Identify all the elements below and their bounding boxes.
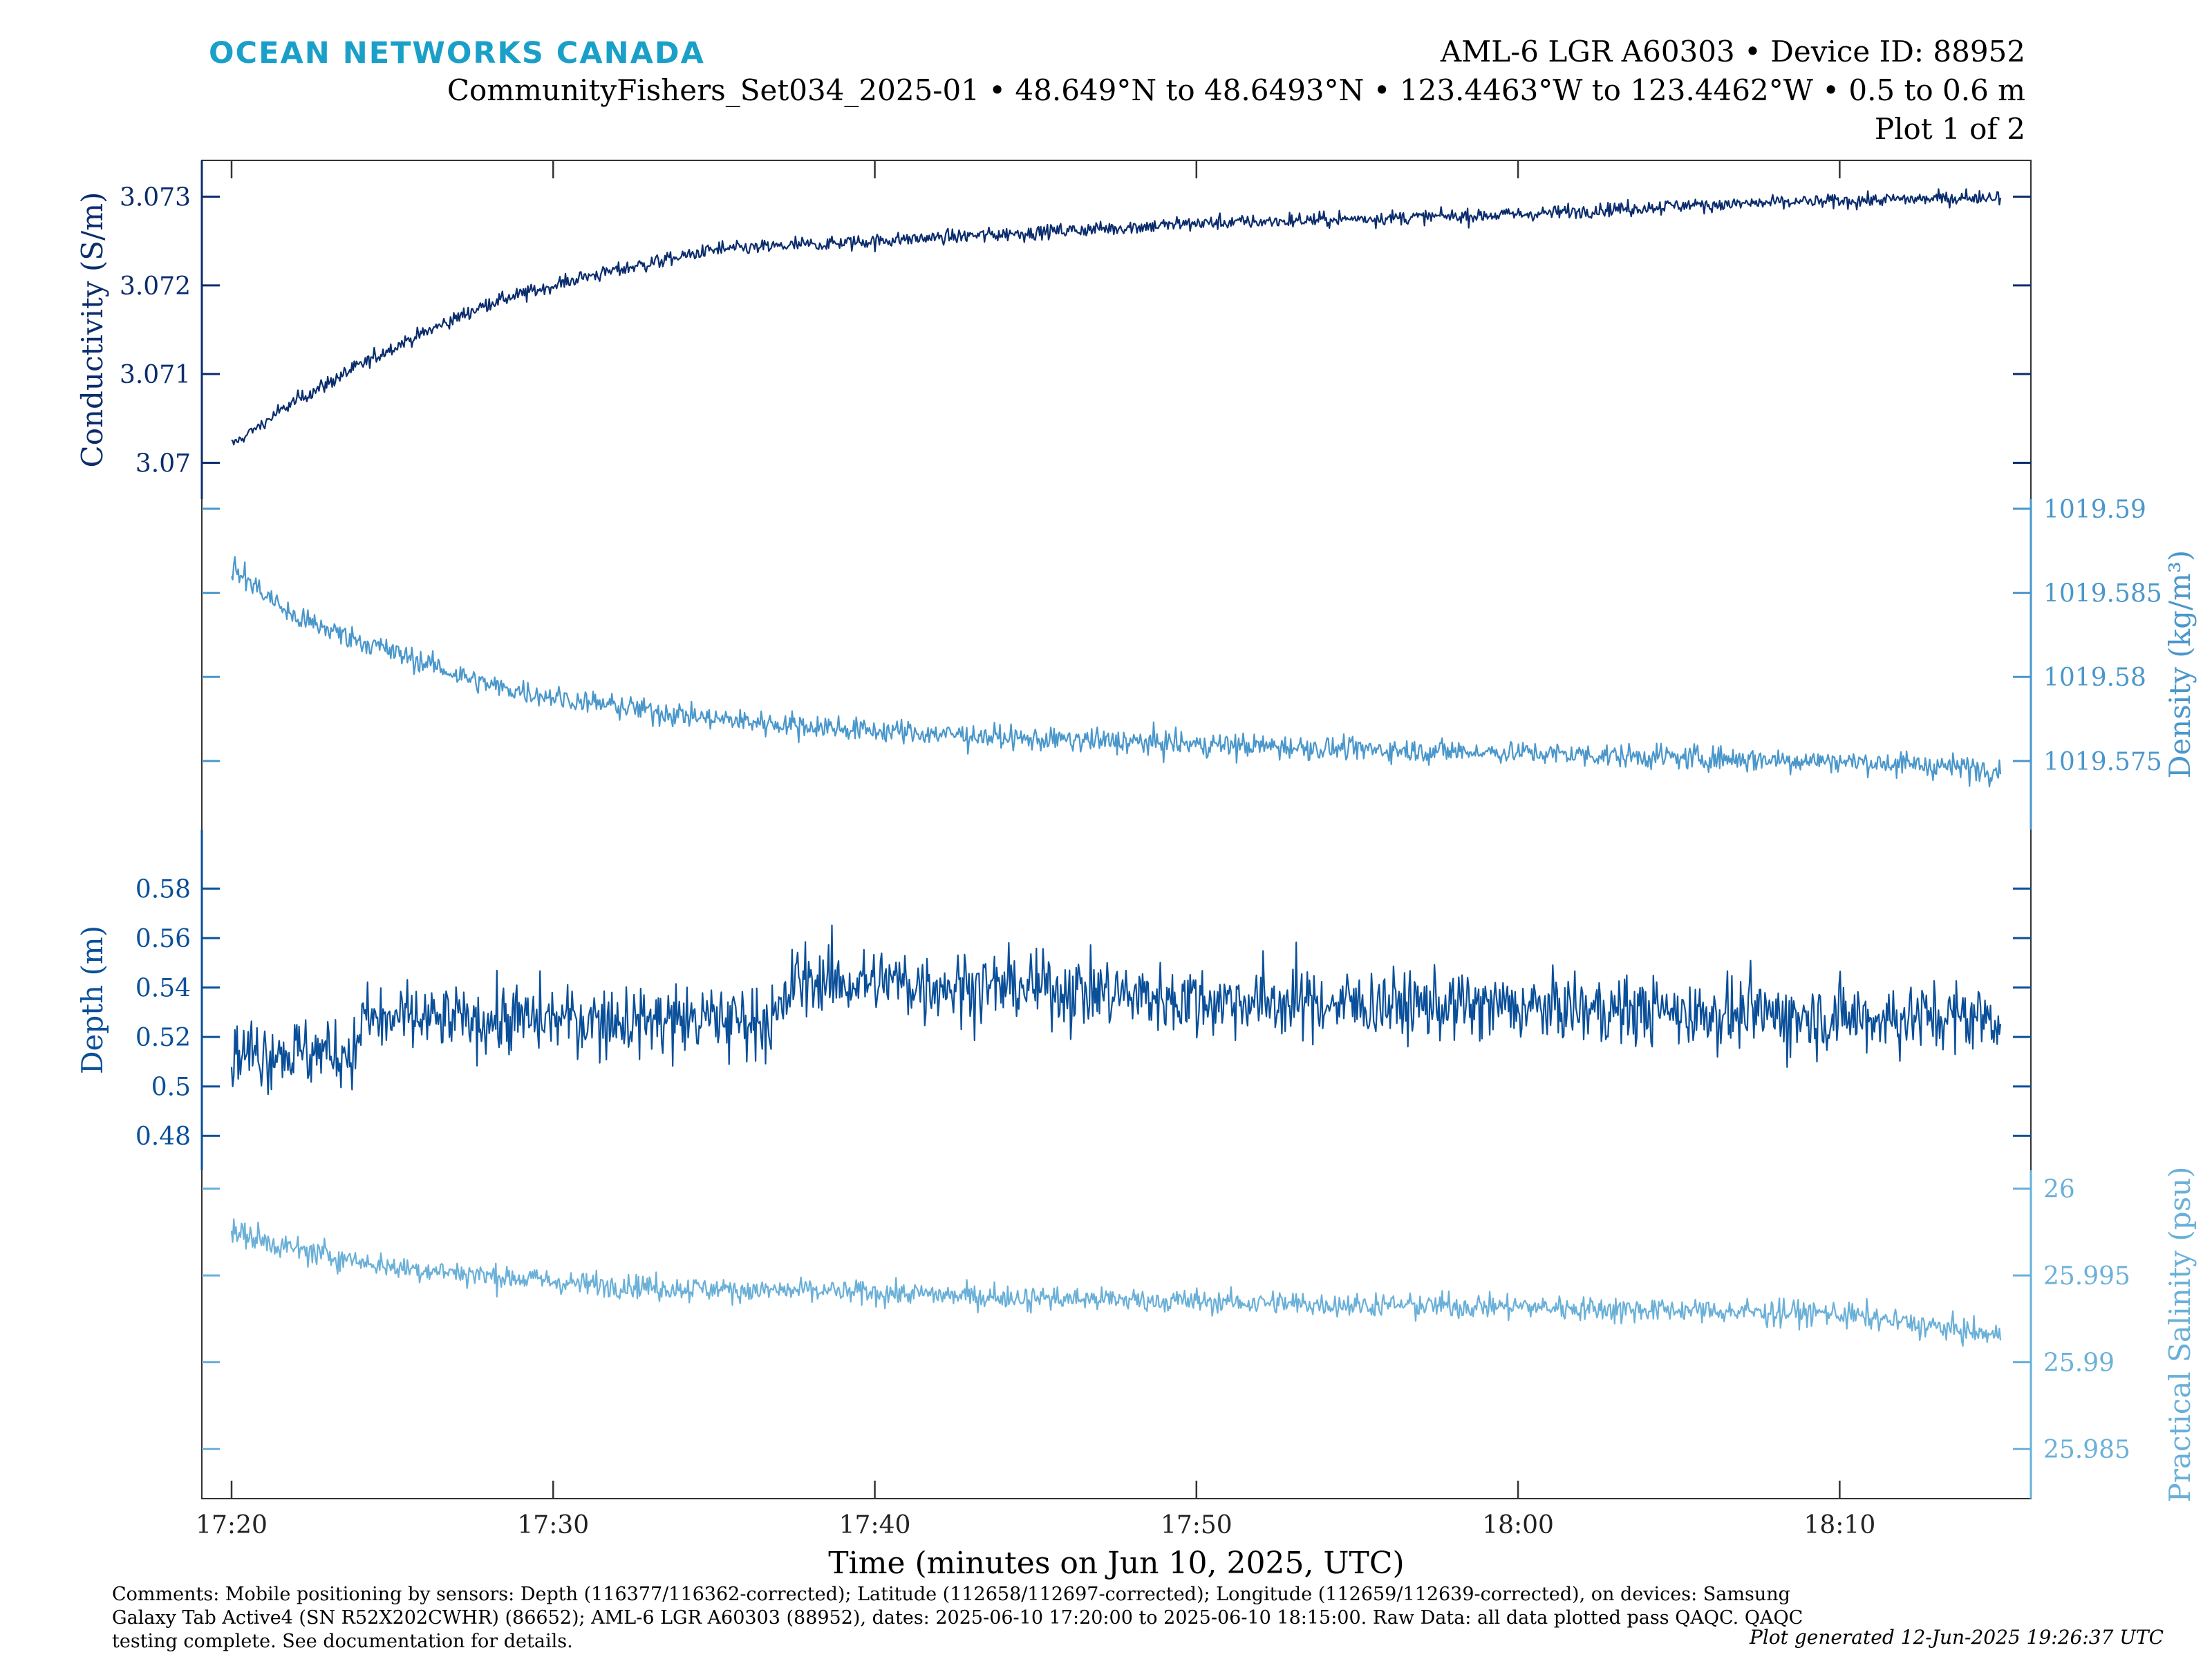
device-title: AML-6 LGR A60303 • Device ID: 88952 bbox=[1440, 35, 2025, 68]
depth-series-line bbox=[230, 924, 2002, 1096]
x-tick-label: 17:20 bbox=[196, 1511, 268, 1539]
density-series-line bbox=[230, 556, 2002, 788]
depth-tick-label: 0.56 bbox=[135, 925, 191, 953]
practical-salinity-axis-title: Practical Salinity (psu) bbox=[2163, 1167, 2197, 1503]
practical-salinity-tick-label: 25.985 bbox=[2043, 1436, 2130, 1464]
x-tick-label: 18:00 bbox=[1482, 1511, 1554, 1539]
depth-tick-label: 0.48 bbox=[135, 1123, 191, 1151]
conductivity-series-line bbox=[231, 188, 2002, 446]
conductivity-tick-label: 3.072 bbox=[120, 272, 191, 301]
density-tick-label: 1019.575 bbox=[2043, 748, 2162, 776]
practical-salinity-tick-label: 25.995 bbox=[2043, 1262, 2130, 1291]
depth-tick-label: 0.5 bbox=[151, 1074, 191, 1102]
plot-counter: Plot 1 of 2 bbox=[1874, 112, 2025, 146]
conductivity-tick-label: 3.07 bbox=[135, 450, 191, 478]
x-tick-label: 17:50 bbox=[1161, 1511, 1232, 1539]
depth-tick-label: 0.58 bbox=[135, 876, 191, 904]
density-tick-label: 1019.59 bbox=[2043, 496, 2146, 524]
conductivity-tick-label: 3.071 bbox=[120, 361, 191, 389]
plot-generated-stamp: Plot generated 12-Jun-2025 19:26:37 UTC bbox=[1750, 1626, 2164, 1649]
x-tick-label: 17:40 bbox=[839, 1511, 911, 1539]
x-tick-label: 18:10 bbox=[1803, 1511, 1875, 1539]
location-subtitle: CommunityFishers_Set034_2025-01 • 48.649… bbox=[447, 73, 2025, 107]
practical-salinity-series-line bbox=[230, 1218, 2002, 1347]
practical-salinity-tick-label: 25.99 bbox=[2043, 1349, 2115, 1378]
conductivity-tick-label: 3.073 bbox=[120, 184, 191, 212]
x-tick-label: 17:30 bbox=[517, 1511, 589, 1539]
depth-tick-label: 0.54 bbox=[135, 975, 191, 1003]
depth-tick-label: 0.52 bbox=[135, 1024, 191, 1052]
plot-frame bbox=[201, 160, 2032, 1499]
practical-salinity-tick-label: 26 bbox=[2043, 1176, 2075, 1204]
conductivity-axis-title: Conductivity (S/m) bbox=[75, 192, 109, 468]
onc-logo-text: OCEAN NETWORKS CANADA bbox=[209, 36, 705, 71]
density-axis-title: Density (kg/m³) bbox=[2163, 550, 2197, 778]
density-tick-label: 1019.58 bbox=[2043, 664, 2146, 692]
footer-comments: Comments: Mobile positioning by sensors:… bbox=[112, 1584, 1803, 1652]
density-tick-label: 1019.585 bbox=[2043, 580, 2162, 608]
depth-axis-title: Depth (m) bbox=[75, 926, 109, 1074]
x-axis-title: Time (minutes on Jun 10, 2025, UTC) bbox=[828, 1546, 1404, 1581]
